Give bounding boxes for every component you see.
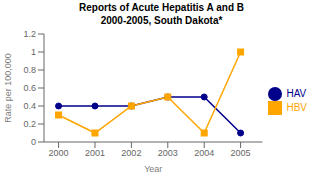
html-text:HBV: HBV	[286, 101, 307, 113]
svg-text:0: 0	[31, 137, 36, 147]
html-text:Reports of Acute Hepatitis A a: Reports of Acute Hepatitis A and B	[79, 2, 244, 13]
html-text:HAV: HAV	[286, 87, 307, 99]
svg-text:Rate per 100,000: Rate per 100,000	[8, 53, 13, 123]
svg-text:2005: 2005	[231, 148, 251, 158]
svg-text:2002: 2002	[121, 148, 141, 158]
svg-text:1: 1	[31, 47, 36, 57]
svg-text:Year: Year	[144, 164, 162, 174]
svg-text:0.2: 0.2	[23, 119, 36, 129]
svg-text:2003: 2003	[158, 148, 178, 158]
svg-text:2004: 2004	[194, 148, 214, 158]
svg-text:0.4: 0.4	[23, 101, 36, 111]
svg-text:2000: 2000	[49, 148, 69, 158]
html-text:2000-2005, South Dakota*: 2000-2005, South Dakota*	[100, 15, 223, 26]
svg-text:2001: 2001	[85, 148, 105, 158]
svg-text:0.6: 0.6	[23, 83, 36, 93]
svg-text:1.2: 1.2	[23, 29, 36, 39]
svg-text:0.8: 0.8	[23, 65, 36, 75]
